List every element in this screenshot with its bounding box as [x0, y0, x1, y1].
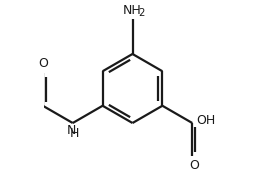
- Text: 2: 2: [138, 8, 144, 18]
- Text: NH: NH: [123, 4, 142, 17]
- Text: O: O: [189, 159, 199, 172]
- Text: N: N: [67, 124, 77, 137]
- Text: OH: OH: [197, 114, 216, 127]
- Text: H: H: [69, 127, 79, 139]
- Text: O: O: [38, 57, 48, 70]
